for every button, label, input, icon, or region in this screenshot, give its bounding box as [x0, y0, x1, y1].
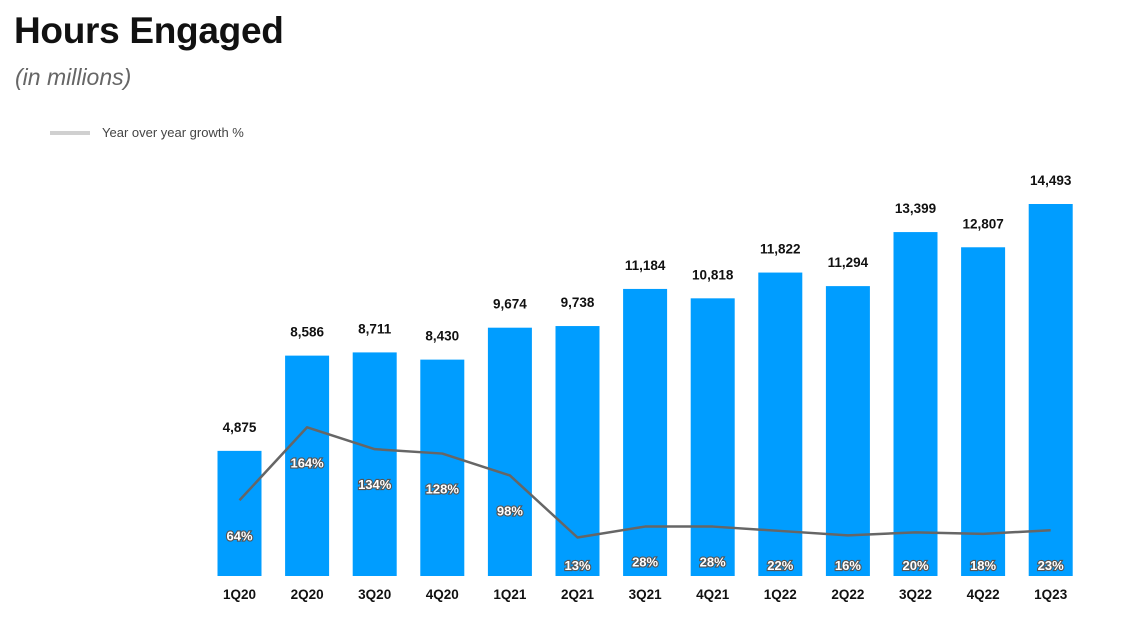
growth-percent-label: 64%	[226, 528, 252, 543]
bar-value-label: 9,674	[493, 297, 527, 312]
bar-value-label: 11,822	[760, 242, 801, 257]
bar-value-label: 8,711	[358, 321, 392, 336]
growth-percent-label: 23%	[1038, 558, 1064, 573]
bar-value-label: 11,294	[828, 255, 869, 270]
bar-3Q22	[893, 232, 938, 576]
x-tick-label: 2Q20	[291, 587, 324, 602]
bar-4Q20	[420, 359, 465, 576]
bar-4Q22	[961, 247, 1006, 576]
legend-line-swatch	[50, 130, 90, 135]
x-tick-label: 4Q22	[967, 587, 1000, 602]
bar-3Q21	[623, 288, 668, 576]
bar-4Q21	[690, 298, 735, 576]
growth-percent-label: 22%	[767, 558, 793, 573]
chart-title: Hours Engaged	[14, 10, 284, 51]
bar-value-label: 8,430	[425, 329, 459, 344]
growth-percent-label: 28%	[700, 555, 726, 570]
bar-value-label: 12,807	[962, 216, 1003, 231]
x-tick-label: 2Q21	[561, 587, 595, 602]
x-tick-label: 1Q21	[493, 587, 527, 602]
bar-value-label: 4,875	[223, 420, 257, 435]
bar-value-label: 10,818	[692, 267, 734, 282]
bar-value-label: 11,184	[625, 258, 666, 273]
growth-percent-label: 164%	[290, 455, 324, 470]
growth-percent-label: 134%	[358, 477, 392, 492]
growth-percent-label: 13%	[564, 558, 590, 573]
bar-value-label: 9,738	[561, 295, 595, 310]
bar-value-label: 8,586	[290, 325, 324, 340]
growth-percent-label: 128%	[426, 482, 460, 497]
x-tick-label: 2Q22	[831, 587, 864, 602]
x-tick-label: 1Q23	[1034, 587, 1068, 602]
bar-1Q22	[758, 272, 803, 576]
legend: Year over year growth %	[50, 125, 244, 140]
bar-1Q20	[217, 450, 262, 576]
bar-2Q20	[285, 355, 330, 576]
bar-2Q22	[825, 286, 870, 576]
bars-layer	[217, 204, 1073, 576]
x-tick-label: 4Q21	[696, 587, 730, 602]
bar-3Q20	[352, 352, 397, 576]
bar-1Q21	[487, 327, 532, 576]
x-tick-label: 3Q21	[629, 587, 663, 602]
x-tick-label: 1Q20	[223, 587, 256, 602]
growth-percent-label: 20%	[902, 558, 928, 573]
x-tick-label: 3Q22	[899, 587, 932, 602]
growth-percent-label: 98%	[497, 503, 523, 518]
chart-subtitle: (in millions)	[15, 64, 132, 90]
bar-1Q23	[1028, 204, 1073, 576]
growth-line-layer	[238, 426, 1051, 539]
bar-value-label: 13,399	[895, 201, 936, 216]
x-tick-label: 4Q20	[426, 587, 459, 602]
bar-value-label: 14,493	[1030, 173, 1072, 188]
x-tick-label: 1Q22	[764, 587, 797, 602]
labels-layer: 4,875 1Q20 8,586 2Q20 8,711 3Q20 8,430 4Q20 9,67…	[223, 173, 1072, 602]
growth-percent-label: 28%	[632, 555, 658, 570]
growth-line	[238, 426, 1051, 539]
x-tick-label: 3Q20	[358, 587, 391, 602]
legend-label: Year over year growth %	[102, 125, 244, 140]
growth-percent-label: 16%	[835, 558, 861, 573]
growth-percent-label: 18%	[970, 558, 996, 573]
